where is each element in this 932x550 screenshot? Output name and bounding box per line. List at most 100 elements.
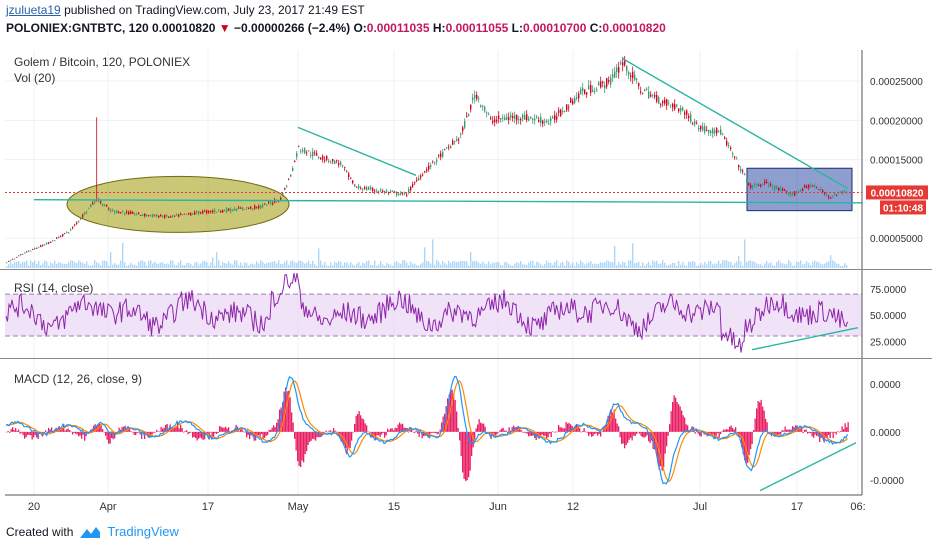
macd-trendline[interactable] [759,442,857,492]
trendline[interactable] [33,198,863,204]
macd-histogram-bar [775,431,777,436]
trendline[interactable] [297,126,417,176]
candle-body [630,75,632,77]
candle-body [462,127,464,132]
volume-bar [636,262,638,268]
volume-bar [214,265,216,268]
author-link[interactable]: jzulueta19 [6,3,61,17]
candle-body [480,104,482,107]
countdown-text: 01:10:48 [883,203,923,214]
macd-histogram-bar [85,431,87,437]
candle-body [174,215,176,217]
volume-bar [238,265,240,268]
candle-body [254,205,256,209]
rsi-pane[interactable] [5,273,862,353]
candle-body [438,154,440,156]
candle-body [508,117,510,120]
volume-bar [416,265,418,268]
volume-bar [430,263,432,268]
volume-bar [624,262,626,268]
volume-bar [700,262,702,268]
macd-histogram-bar [249,431,251,440]
candle-body [132,212,134,214]
volume-bar [80,261,82,268]
candle-body [534,118,536,121]
macd-histogram-bar [318,431,320,438]
candle-body [784,190,786,191]
candle-body [386,190,388,192]
volume-bar [286,260,288,268]
chart-panel[interactable]: 20 Apr 17 May 15 Jun 12 Jul 17 06: 0.00025000 0.000… [0,48,932,520]
macd-histogram-bar [718,431,720,438]
volume-bar [48,265,50,268]
created-with-text: Created with [6,524,74,539]
volume-bar [730,262,732,268]
macd-histogram-bar [780,431,782,435]
macd-histogram-bar [157,431,159,432]
macd-histogram-bar [151,431,153,435]
current-price-text: 0.00010820 [871,188,924,199]
candle-body [252,208,254,210]
volume-bar [396,261,398,268]
macd-histogram-bar [412,431,414,433]
volume-bar [752,261,754,268]
macd-histogram-bar [156,429,158,432]
volume-bar [666,265,668,268]
volume-bar [284,261,286,268]
candle-body [300,150,302,152]
candle-body [342,165,344,166]
candle-body [802,189,804,191]
volume-bar [774,265,776,268]
candle-body [640,91,642,93]
published-text: published on TradingView.com, July 23, 2… [64,3,365,17]
macd-histogram-bar [813,431,815,438]
macd-histogram-bar [772,431,774,433]
volume-bar [618,262,620,268]
macd-histogram-bar [246,431,248,438]
macd-histogram-bar [550,431,552,438]
volume-bar [310,263,312,268]
candle-body [626,66,628,72]
trendline[interactable] [621,57,849,190]
candle-body [756,184,758,185]
rsi-trendline[interactable] [751,326,859,351]
volume-bar [692,260,694,268]
candle-body [220,210,222,213]
candle-body [116,210,118,213]
price-pane[interactable] [5,55,863,268]
candle-body [632,72,634,79]
macd-histogram-bar [565,422,567,432]
volume-bar [404,260,406,268]
macd-histogram-bar [267,431,269,435]
volume-bar [420,263,422,268]
candle-body [292,168,294,171]
candle-body [444,148,446,150]
candle-body [824,192,826,194]
macd-histogram-bar [159,431,161,433]
volume-bar [88,265,90,268]
macd-pane[interactable] [5,375,857,492]
volume-bar [714,263,716,268]
candle-body [550,118,552,122]
tradingview-link[interactable]: TradingView [107,524,179,539]
volume-bar [434,264,436,268]
candle-body [358,186,360,189]
volume-bar [264,263,266,268]
volume-bar [340,261,342,268]
volume-bar [582,262,584,268]
candle-body [184,213,186,215]
volume-bar [112,264,114,268]
macd-histogram-bar [805,429,807,432]
volume-bar [472,261,474,268]
x-tick-label: 17 [202,501,214,513]
volume-bar [190,263,192,268]
volume-bar [288,264,290,268]
volume-bar [350,262,352,268]
macd-histogram-bar [621,431,623,444]
macd-histogram-bar [811,431,813,437]
volume-bar [184,265,186,268]
macd-histogram-bar [778,431,780,435]
volume-bar [54,260,56,268]
macd-histogram-bar [568,422,570,432]
volume-bar [6,265,8,268]
